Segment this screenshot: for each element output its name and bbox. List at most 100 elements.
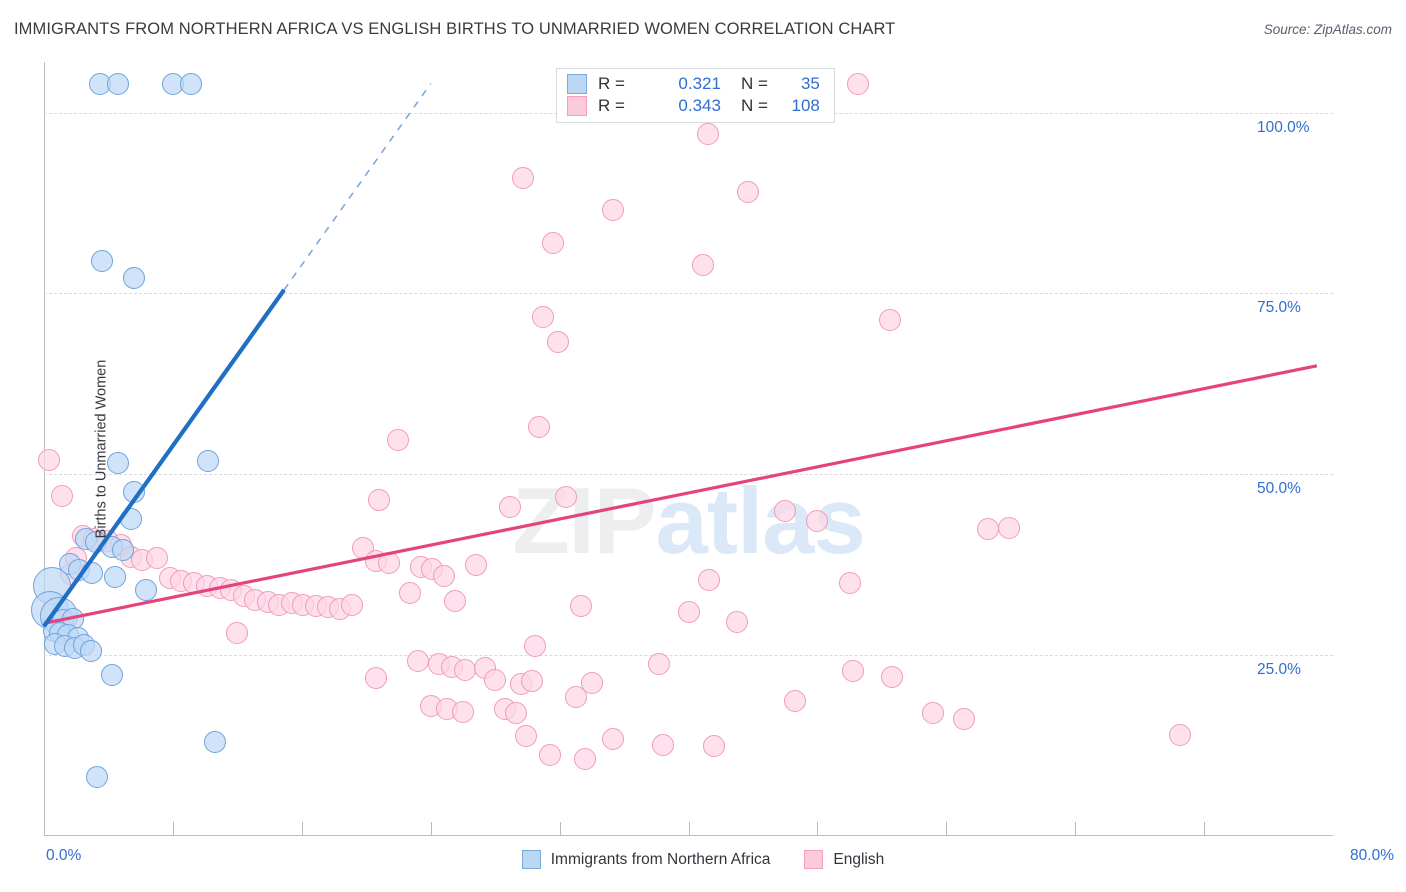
x-axis-tick: [946, 822, 948, 836]
data-point-pink[interactable]: [398, 581, 421, 604]
data-point-blue[interactable]: [179, 72, 202, 95]
legend-label-blue: Immigrants from Northern Africa: [550, 850, 771, 868]
data-point-pink[interactable]: [542, 231, 565, 254]
data-point-pink[interactable]: [677, 600, 700, 623]
data-point-pink[interactable]: [340, 593, 363, 616]
data-point-pink[interactable]: [451, 700, 474, 723]
legend-marker-pink-icon: [804, 850, 824, 869]
x-axis-tick: [430, 822, 432, 836]
data-point-pink[interactable]: [226, 622, 249, 645]
data-point-pink[interactable]: [432, 564, 455, 587]
x-axis-max-label: 80.0%: [1350, 847, 1394, 864]
data-point-pink[interactable]: [953, 707, 976, 730]
legend-item-english[interactable]: English: [804, 850, 884, 869]
data-point-pink[interactable]: [521, 670, 544, 693]
data-point-blue[interactable]: [197, 450, 220, 473]
data-point-blue[interactable]: [91, 249, 113, 272]
data-point-pink[interactable]: [703, 735, 726, 758]
data-point-pink[interactable]: [841, 660, 864, 683]
data-point-pink[interactable]: [648, 652, 671, 675]
data-point-pink[interactable]: [698, 568, 721, 591]
data-point-pink[interactable]: [774, 500, 797, 523]
data-point-pink[interactable]: [569, 594, 592, 617]
data-point-pink[interactable]: [498, 495, 521, 518]
data-point-pink[interactable]: [387, 428, 410, 451]
data-point-pink[interactable]: [524, 635, 547, 658]
data-point-pink[interactable]: [846, 72, 869, 95]
data-point-blue[interactable]: [100, 664, 123, 687]
data-point-pink[interactable]: [806, 510, 829, 533]
x-axis-tick: [172, 822, 174, 836]
data-point-blue[interactable]: [103, 566, 126, 589]
y-axis-tick-label: 25.0%: [1257, 661, 1301, 679]
blue-r-key: R =: [598, 74, 625, 93]
data-point-pink[interactable]: [368, 489, 391, 512]
data-point-pink[interactable]: [878, 308, 901, 331]
x-axis-tick: [1075, 822, 1077, 836]
data-point-blue[interactable]: [134, 579, 157, 602]
blue-n-value: 35: [800, 74, 820, 93]
data-point-pink[interactable]: [601, 199, 624, 222]
legend-swatch-pink-icon: [567, 96, 587, 116]
data-point-pink[interactable]: [527, 415, 550, 438]
gridline: [44, 474, 1333, 476]
data-point-pink[interactable]: [37, 448, 60, 471]
series-legend: Immigrants from Northern Africa English: [0, 850, 1406, 869]
data-point-pink[interactable]: [514, 725, 537, 748]
data-point-pink[interactable]: [538, 743, 561, 766]
data-point-blue[interactable]: [123, 481, 146, 504]
data-point-blue[interactable]: [107, 72, 130, 95]
data-point-pink[interactable]: [406, 649, 429, 672]
data-point-pink[interactable]: [453, 658, 476, 681]
data-point-pink[interactable]: [692, 253, 714, 276]
data-point-pink[interactable]: [145, 546, 168, 569]
data-point-pink[interactable]: [377, 551, 400, 574]
data-point-blue[interactable]: [107, 452, 130, 475]
data-point-pink[interactable]: [977, 517, 1000, 540]
data-point-blue[interactable]: [86, 765, 109, 788]
x-axis-min-label: 0.0%: [46, 847, 82, 864]
data-point-pink[interactable]: [574, 748, 597, 771]
x-axis-tick: [688, 822, 690, 836]
watermark-atlas: atlas: [655, 468, 865, 573]
data-point-pink[interactable]: [484, 668, 507, 691]
data-point-pink[interactable]: [443, 589, 466, 612]
legend-swatch-blue-icon: [567, 74, 587, 94]
y-axis-tick-label: 75.0%: [1257, 299, 1301, 317]
data-point-pink[interactable]: [783, 690, 806, 713]
page-title: IMMIGRANTS FROM NORTHERN AFRICA VS ENGLI…: [14, 20, 896, 38]
data-point-pink[interactable]: [464, 554, 487, 577]
data-point-blue[interactable]: [120, 508, 142, 531]
legend-item-immigrants-from-northern-africa[interactable]: Immigrants from Northern Africa: [521, 850, 771, 869]
data-point-pink[interactable]: [580, 671, 603, 694]
x-axis-tick: [559, 822, 561, 836]
plot-area: ZIPatlas Births to Unmarried Women 100.0…: [31, 62, 1333, 836]
pink-n-value: 108: [791, 96, 820, 115]
data-point-pink[interactable]: [364, 667, 387, 690]
data-point-pink[interactable]: [601, 728, 624, 751]
data-point-blue[interactable]: [81, 561, 104, 584]
data-point-pink[interactable]: [50, 485, 73, 508]
blue-r-value: 0.321: [678, 74, 721, 93]
data-point-pink[interactable]: [922, 702, 945, 725]
data-point-pink[interactable]: [555, 486, 578, 509]
stats-row-pink: R = 0.343 N = 108: [567, 96, 820, 116]
gridline: [44, 293, 1333, 295]
data-point-pink[interactable]: [737, 181, 760, 204]
data-point-pink[interactable]: [532, 305, 555, 328]
data-point-pink[interactable]: [838, 571, 861, 594]
data-point-pink[interactable]: [725, 610, 748, 633]
data-point-pink[interactable]: [564, 686, 587, 709]
data-point-pink[interactable]: [696, 123, 719, 146]
data-point-blue[interactable]: [123, 266, 146, 289]
data-point-pink[interactable]: [511, 166, 534, 189]
data-point-blue[interactable]: [79, 639, 102, 662]
data-point-pink[interactable]: [998, 516, 1021, 539]
data-point-pink[interactable]: [505, 702, 528, 725]
data-point-pink[interactable]: [651, 733, 674, 756]
data-point-pink[interactable]: [880, 665, 903, 688]
source-attribution: Source: ZipAtlas.com: [1263, 22, 1392, 37]
data-point-pink[interactable]: [546, 330, 569, 353]
data-point-pink[interactable]: [1168, 723, 1191, 746]
data-point-blue[interactable]: [203, 730, 226, 753]
